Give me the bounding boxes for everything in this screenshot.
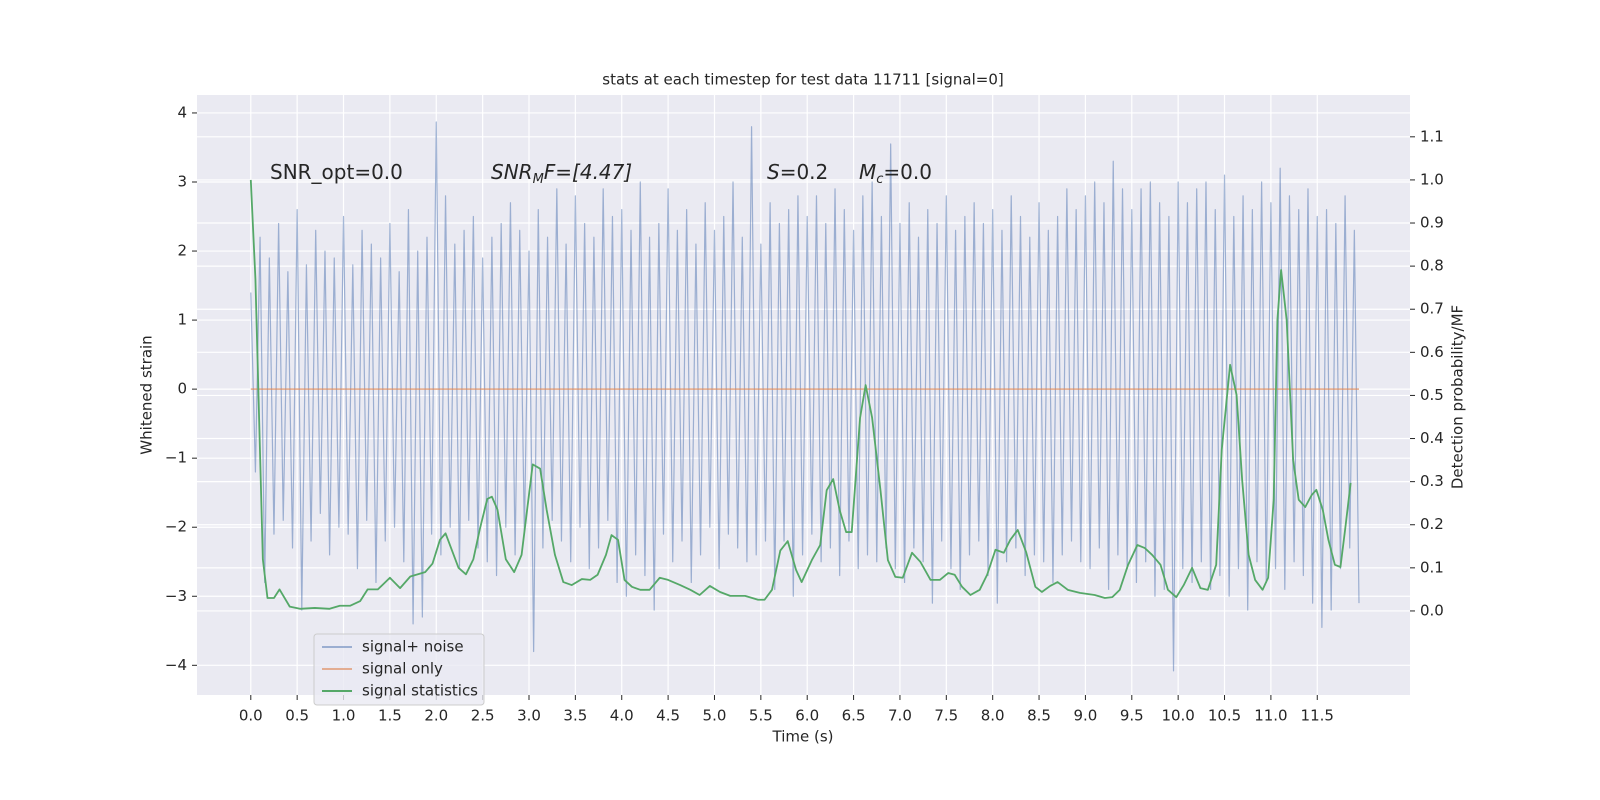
y2-tick-label: 0.1 (1420, 558, 1444, 576)
chart-title: stats at each timestep for test data 117… (602, 71, 1003, 89)
x-tick-label: 11.0 (1254, 707, 1287, 725)
x-tick-label: 0.0 (239, 707, 263, 725)
axes: 0.0 0.5 1.0 1.5 2.0 2.5 3.0 3.5 4.0 4.5 5.0 5.5 6.0 6… (165, 103, 1444, 724)
annotation: SNRMF=[4.47] (491, 160, 632, 187)
annotation: Mc=0.0 (859, 160, 932, 187)
annotation-part: =0.0 (883, 160, 932, 184)
y2-tick-label: 0.5 (1420, 386, 1444, 404)
y-tick-label: 0 (177, 380, 187, 398)
x-tick-label: 3.5 (563, 707, 587, 725)
y2-tick-label: 0.9 (1420, 214, 1444, 232)
y2-tick-label: 0.8 (1420, 257, 1444, 275)
y2-tick-label: 0.0 (1420, 601, 1444, 619)
y-tick-label: 2 (177, 242, 187, 260)
annotation: SNR_opt=0.0 (270, 160, 403, 184)
x-tick-label: 11.5 (1301, 707, 1334, 725)
x-tick-label: 0.5 (285, 707, 309, 725)
x-tick-label: 9.5 (1120, 707, 1144, 725)
y-axis-label: Whitened strain (138, 335, 156, 454)
marks (249, 121, 1360, 672)
x-tick-label: 3.0 (517, 707, 541, 725)
x-tick-label: 1.0 (332, 707, 356, 725)
y2-tick-label: 0.4 (1420, 429, 1444, 447)
x-tick-label: 4.5 (656, 707, 680, 725)
y-tick-label: 3 (177, 172, 187, 190)
annotation-part: SNR_opt=0.0 (270, 160, 403, 184)
series-line (249, 179, 1352, 610)
x-tick-label: 9.0 (1073, 707, 1097, 725)
x-tick-label: 8.5 (1027, 707, 1051, 725)
y2-tick-label: 0.2 (1420, 515, 1444, 533)
grid (197, 95, 1410, 695)
annotation-part: M (533, 172, 544, 187)
x-tick-label: 2.5 (471, 707, 495, 725)
legend-label: signal statistics (362, 682, 478, 700)
annotation-part: F=[4.47] (544, 160, 632, 184)
x-tick-label: 7.0 (888, 707, 912, 725)
x-tick-label: 4.0 (610, 707, 634, 725)
y2-axis-label: Detection probability/MF (1449, 305, 1467, 489)
y2-tick-label: 1.1 (1420, 127, 1444, 145)
x-tick-label: 2.0 (424, 707, 448, 725)
x-tick-label: 5.0 (703, 707, 727, 725)
x-axis-label: Time (s) (772, 728, 834, 746)
y2-tick-label: 0.7 (1420, 300, 1444, 318)
y-tick-label: −3 (165, 587, 187, 605)
annotation-part: M (859, 160, 876, 184)
annotation-part: c (876, 172, 883, 187)
x-tick-label: 8.0 (981, 707, 1005, 725)
x-tick-label: 6.5 (842, 707, 866, 725)
y-tick-label: 4 (177, 103, 187, 121)
y2-tick-label: 1.0 (1420, 170, 1444, 188)
x-tick-label: 10.0 (1161, 707, 1194, 725)
x-tick-label: 10.5 (1208, 707, 1241, 725)
series-line (250, 121, 1360, 672)
legend: signal+ noise signal only signal statistic… (313, 633, 485, 706)
y-tick-label: 1 (177, 311, 187, 329)
y-tick-label: −4 (165, 656, 187, 674)
legend-label: signal+ noise (362, 638, 464, 656)
x-tick-label: 6.0 (795, 707, 819, 725)
x-tick-label: 7.5 (934, 707, 958, 725)
annotation-part: SNR (491, 160, 533, 184)
annotation: S=0.2 (767, 160, 828, 184)
legend-label: signal only (362, 660, 443, 678)
y2-tick-label: 0.6 (1420, 343, 1444, 361)
annotation-part: =0.2 (780, 160, 829, 184)
annotation-part: S (767, 160, 780, 184)
y-tick-label: −2 (165, 518, 187, 536)
y-tick-label: −1 (165, 449, 187, 467)
x-tick-label: 5.5 (749, 707, 773, 725)
legend-box (313, 633, 485, 706)
x-tick-label: 1.5 (378, 707, 402, 725)
y2-tick-label: 0.3 (1420, 472, 1444, 490)
